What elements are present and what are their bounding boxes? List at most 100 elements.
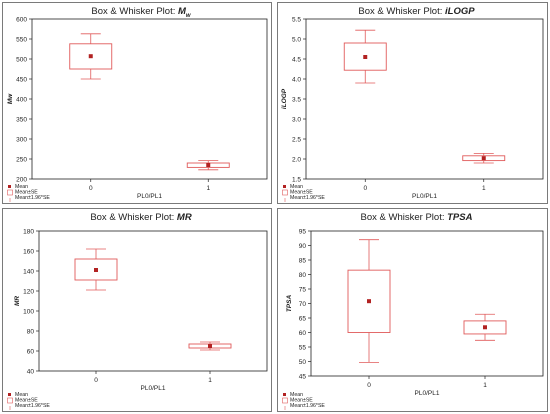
y-tick-label: 140	[23, 269, 34, 276]
chart-panel-3: Box & Whisker Plot: TPSA 45 50 55 60 65 70 75 80…	[277, 208, 548, 412]
chart-panel-0: Box & Whisker Plot: Mw 200 250 300 350 400 450…	[2, 2, 272, 204]
legend-mean-marker	[8, 185, 11, 188]
box-0	[69, 33, 113, 80]
box-0	[74, 248, 118, 291]
legend-label: Mean±1.96*SE	[290, 195, 325, 201]
chart-title: Box & Whisker Plot: iLOGP	[358, 6, 475, 17]
y-tick-label: 60	[27, 349, 35, 356]
chart-title: Box & Whisker Plot: TPSA	[361, 212, 473, 223]
y-tick-label: 70	[299, 301, 307, 308]
box-1	[188, 341, 232, 351]
chart-title: Box & Whisker Plot: Mw	[91, 6, 191, 19]
y-tick-label: 95	[299, 229, 307, 236]
legend-label: Mean	[290, 392, 303, 398]
y-tick-label: 250	[16, 157, 27, 164]
y-tick-label: 75	[299, 287, 307, 294]
x-axis-label: PL0/PL1	[412, 193, 437, 200]
y-axis-label: Mw	[7, 93, 14, 104]
y-tick-label: 40	[27, 369, 35, 376]
legend-label: Mean	[290, 184, 303, 190]
y-tick-label: 400	[16, 97, 27, 104]
legend-mean-marker	[283, 185, 286, 188]
chart-title-subscript: w	[186, 13, 191, 19]
y-tick-label: 80	[299, 272, 307, 279]
y-tick-label: 3.5	[292, 97, 301, 104]
y-tick-label: 90	[299, 243, 307, 250]
legend-se-box	[7, 397, 13, 404]
x-axis-label: PL0/PL1	[141, 385, 166, 392]
legend-se-box	[282, 189, 288, 196]
legend-mean-marker	[283, 393, 286, 396]
y-tick-label: 2.0	[292, 157, 301, 164]
x-axis-label: PL0/PL1	[415, 390, 440, 397]
legend-label: Mean±1.96*SE	[15, 403, 50, 409]
y-tick-label: 180	[23, 229, 34, 236]
box-1	[186, 160, 230, 171]
mean-marker	[88, 54, 93, 59]
x-tick-label: 1	[206, 185, 210, 192]
x-tick-label: 1	[483, 382, 487, 389]
y-tick-label: 55	[299, 345, 307, 352]
legend-label: Mean	[15, 392, 28, 398]
y-tick-label: 300	[16, 137, 27, 144]
box-1	[463, 313, 507, 341]
chart-title-text: Box & Whisker Plot:	[90, 212, 177, 223]
legend-label: Mean±SE	[15, 190, 38, 196]
y-tick-label: 600	[16, 17, 27, 24]
y-tick-label: 3.0	[292, 117, 301, 124]
chart-panel-1: Box & Whisker Plot: iLOGP 1.5 2.0 2.5 3.0 3.5…	[277, 2, 548, 204]
box-1	[462, 152, 506, 164]
x-tick-label: 1	[208, 377, 212, 384]
mean-marker	[208, 344, 212, 348]
mean-marker	[367, 299, 371, 304]
y-axis-label: iLOGP	[281, 88, 288, 109]
chart-panel-2: Box & Whisker Plot: MR 40 60 80 100 120 140 160…	[2, 208, 272, 412]
box-0	[343, 29, 387, 84]
legend-label: Mean±1.96*SE	[15, 195, 50, 201]
y-tick-label: 120	[23, 289, 34, 296]
mean-marker	[94, 268, 98, 272]
y-tick-label: 200	[16, 177, 27, 184]
y-tick-label: 5.5	[292, 17, 301, 24]
mean-marker	[206, 163, 211, 167]
y-tick-label: 50	[299, 359, 307, 366]
mean-marker	[483, 325, 487, 330]
x-tick-label: 0	[367, 382, 371, 389]
y-tick-label: 550	[16, 37, 27, 44]
chart-title-text: Box & Whisker Plot:	[91, 6, 178, 17]
x-tick-label: 0	[94, 377, 98, 384]
y-tick-label: 60	[299, 330, 307, 337]
chart-title-variable: MR	[177, 212, 192, 223]
chart-title-variable: iLOGP	[445, 6, 475, 17]
legend-se-box	[282, 397, 288, 404]
y-tick-label: 450	[16, 77, 27, 84]
box-0	[347, 239, 391, 363]
chart-title-variable: M	[178, 6, 187, 17]
legend-label: Mean±SE	[290, 190, 313, 196]
panel-frame	[277, 2, 548, 204]
chart-title-variable: TPSA	[447, 212, 472, 223]
y-tick-label: 350	[16, 117, 27, 124]
panel-frame	[277, 208, 548, 412]
y-tick-label: 1.5	[292, 177, 301, 184]
mean-marker	[363, 55, 368, 59]
legend-label: Mean±SE	[15, 398, 38, 404]
y-tick-label: 160	[23, 249, 34, 256]
x-tick-label: 1	[482, 185, 486, 192]
panel-frame	[2, 2, 272, 204]
x-tick-label: 0	[89, 185, 93, 192]
legend-label: Mean	[15, 184, 28, 190]
y-axis-label: MR	[14, 296, 21, 306]
legend-mean-marker	[8, 393, 11, 396]
chart-title-text: Box & Whisker Plot:	[358, 6, 445, 17]
y-tick-label: 80	[27, 329, 35, 336]
panel-frame	[2, 208, 272, 412]
chart-title-text: Box & Whisker Plot:	[361, 212, 448, 223]
legend-label: Mean±SE	[290, 398, 313, 404]
y-tick-label: 45	[299, 374, 307, 381]
